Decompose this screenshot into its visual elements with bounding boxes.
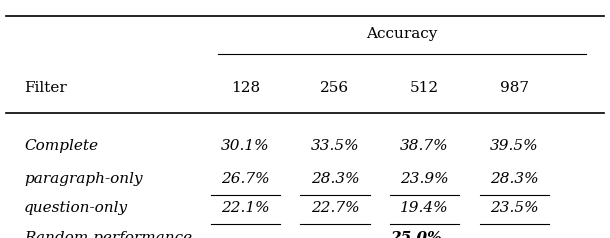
Text: 25.0%: 25.0% [390, 231, 442, 238]
Text: 256: 256 [320, 81, 350, 95]
Text: 23.5%: 23.5% [490, 202, 539, 215]
Text: 39.5%: 39.5% [490, 139, 539, 153]
Text: 30.1%: 30.1% [221, 139, 270, 153]
Text: 23.9%: 23.9% [400, 172, 449, 186]
Text: Random performance: Random performance [24, 231, 192, 238]
Text: 512: 512 [410, 81, 439, 95]
Text: 22.1%: 22.1% [221, 202, 270, 215]
Text: Filter: Filter [24, 81, 66, 95]
Text: 33.5%: 33.5% [310, 139, 359, 153]
Text: question-only: question-only [24, 202, 128, 215]
Text: paragraph-only: paragraph-only [24, 172, 143, 186]
Text: 26.7%: 26.7% [221, 172, 270, 186]
Text: 28.3%: 28.3% [490, 172, 539, 186]
Text: Accuracy: Accuracy [367, 27, 438, 41]
Text: 987: 987 [500, 81, 529, 95]
Text: 28.3%: 28.3% [310, 172, 359, 186]
Text: 19.4%: 19.4% [400, 202, 449, 215]
Text: 128: 128 [231, 81, 260, 95]
Text: Complete: Complete [24, 139, 98, 153]
Text: 22.7%: 22.7% [310, 202, 359, 215]
Text: 38.7%: 38.7% [400, 139, 449, 153]
